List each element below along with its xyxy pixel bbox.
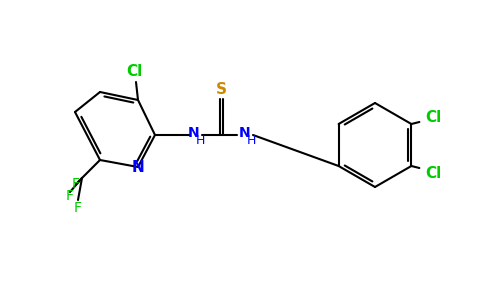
Text: Cl: Cl	[126, 64, 142, 80]
Text: F: F	[74, 201, 82, 215]
Text: H: H	[246, 134, 256, 146]
Text: H: H	[196, 134, 205, 146]
Text: S: S	[215, 82, 227, 98]
Text: F: F	[66, 189, 74, 203]
Text: N: N	[239, 126, 251, 140]
Text: N: N	[132, 160, 144, 175]
Text: Cl: Cl	[425, 110, 441, 124]
Text: F: F	[72, 177, 80, 191]
Text: Cl: Cl	[425, 166, 441, 181]
Text: N: N	[188, 126, 200, 140]
